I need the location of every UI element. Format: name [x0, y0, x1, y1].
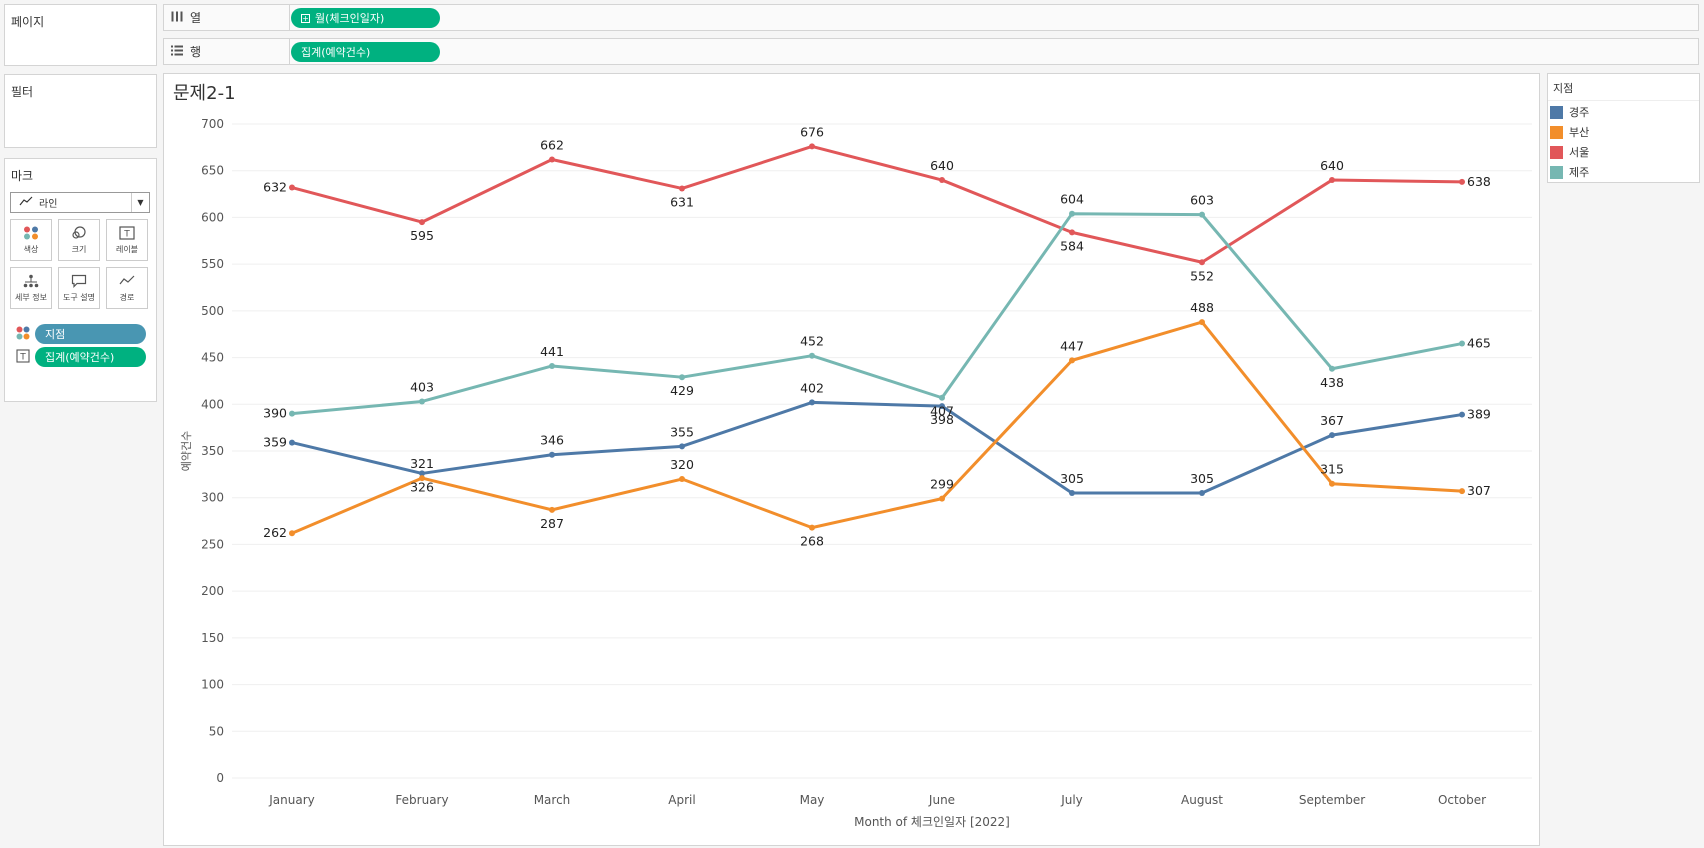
color-button[interactable]: 색상	[10, 219, 52, 261]
expand-plus-icon[interactable]: +	[301, 13, 310, 23]
color-field-pill-label: 지점	[45, 328, 66, 341]
path-icon	[119, 274, 135, 292]
detail-button[interactable]: 세부 정보	[10, 267, 52, 309]
tooltip-button-label: 도구 설명	[63, 292, 95, 302]
rows-label-text: 행	[190, 45, 202, 59]
legend-item[interactable]: 경주	[1550, 104, 1589, 120]
detail-icon	[23, 274, 39, 292]
path-button-label: 경로	[119, 292, 135, 302]
legend-swatch	[1550, 105, 1563, 119]
sum-bookings-pill[interactable]: 집계(예약건수)	[291, 42, 440, 62]
rows-shelf-label: 행	[164, 39, 290, 64]
chevron-down-icon: ▼	[131, 193, 149, 212]
detail-button-label: 세부 정보	[15, 292, 47, 302]
label-icon: T	[16, 349, 30, 366]
tooltip-button[interactable]: 도구 설명	[58, 267, 100, 309]
columns-shelf[interactable]: 열 + 월(체크인일자)	[163, 4, 1699, 31]
label-icon: T	[119, 225, 135, 244]
size-icon	[71, 225, 87, 244]
month-checkin-pill[interactable]: + 월(체크인일자)	[291, 8, 440, 28]
path-button[interactable]: 경로	[106, 267, 148, 309]
size-button-label: 크기	[71, 244, 87, 254]
size-button[interactable]: 크기	[58, 219, 100, 261]
legend-title-underline	[1548, 100, 1699, 101]
mark-type-dropdown[interactable]: 라인 ▼	[10, 192, 150, 213]
filters-card[interactable]: 필터	[4, 74, 157, 148]
legend-label: 제주	[1569, 166, 1590, 179]
pages-card[interactable]: 페이지	[4, 4, 157, 66]
legend-swatch	[1550, 125, 1563, 139]
mark-type-value: 라인	[39, 199, 58, 210]
legend-swatch	[1550, 165, 1563, 179]
legend-swatch	[1550, 145, 1563, 159]
rows-icon	[170, 45, 184, 59]
tooltip-icon	[71, 274, 87, 292]
legend-item[interactable]: 제주	[1550, 164, 1589, 180]
line-mark-icon	[19, 196, 33, 209]
label-field-pill-label: 집계(예약건수)	[45, 351, 115, 364]
legend-item[interactable]: 부산	[1550, 124, 1589, 140]
marks-title: 마크	[11, 169, 34, 183]
legend-card	[1547, 73, 1700, 183]
legend-label: 부산	[1569, 126, 1590, 139]
columns-icon	[170, 11, 184, 25]
legend-label: 서울	[1569, 146, 1590, 159]
columns-shelf-label: 열	[164, 5, 290, 30]
color-dots-icon	[23, 226, 39, 244]
color-field-pill[interactable]: 지점	[35, 324, 146, 344]
svg-text:T: T	[19, 353, 26, 363]
rows-shelf[interactable]: 행 집계(예약건수)	[163, 38, 1699, 65]
svg-text:T: T	[123, 229, 130, 239]
filters-title: 필터	[11, 85, 34, 99]
columns-label-text: 열	[190, 11, 202, 25]
legend-item[interactable]: 서울	[1550, 144, 1589, 160]
pages-title: 페이지	[11, 15, 45, 29]
label-field-pill[interactable]: 집계(예약건수)	[35, 347, 146, 367]
legend-title: 지점	[1553, 82, 1574, 95]
color-button-label: 색상	[23, 244, 39, 254]
label-button-label: 레이블	[115, 244, 139, 254]
sum-bookings-pill-label: 집계(예약건수)	[301, 46, 371, 59]
color-dots-icon	[16, 326, 30, 343]
month-checkin-pill-label: 월(체크인일자)	[315, 12, 385, 25]
label-button[interactable]: T 레이블	[106, 219, 148, 261]
legend-label: 경주	[1569, 106, 1590, 119]
view-canvas[interactable]	[163, 73, 1540, 846]
